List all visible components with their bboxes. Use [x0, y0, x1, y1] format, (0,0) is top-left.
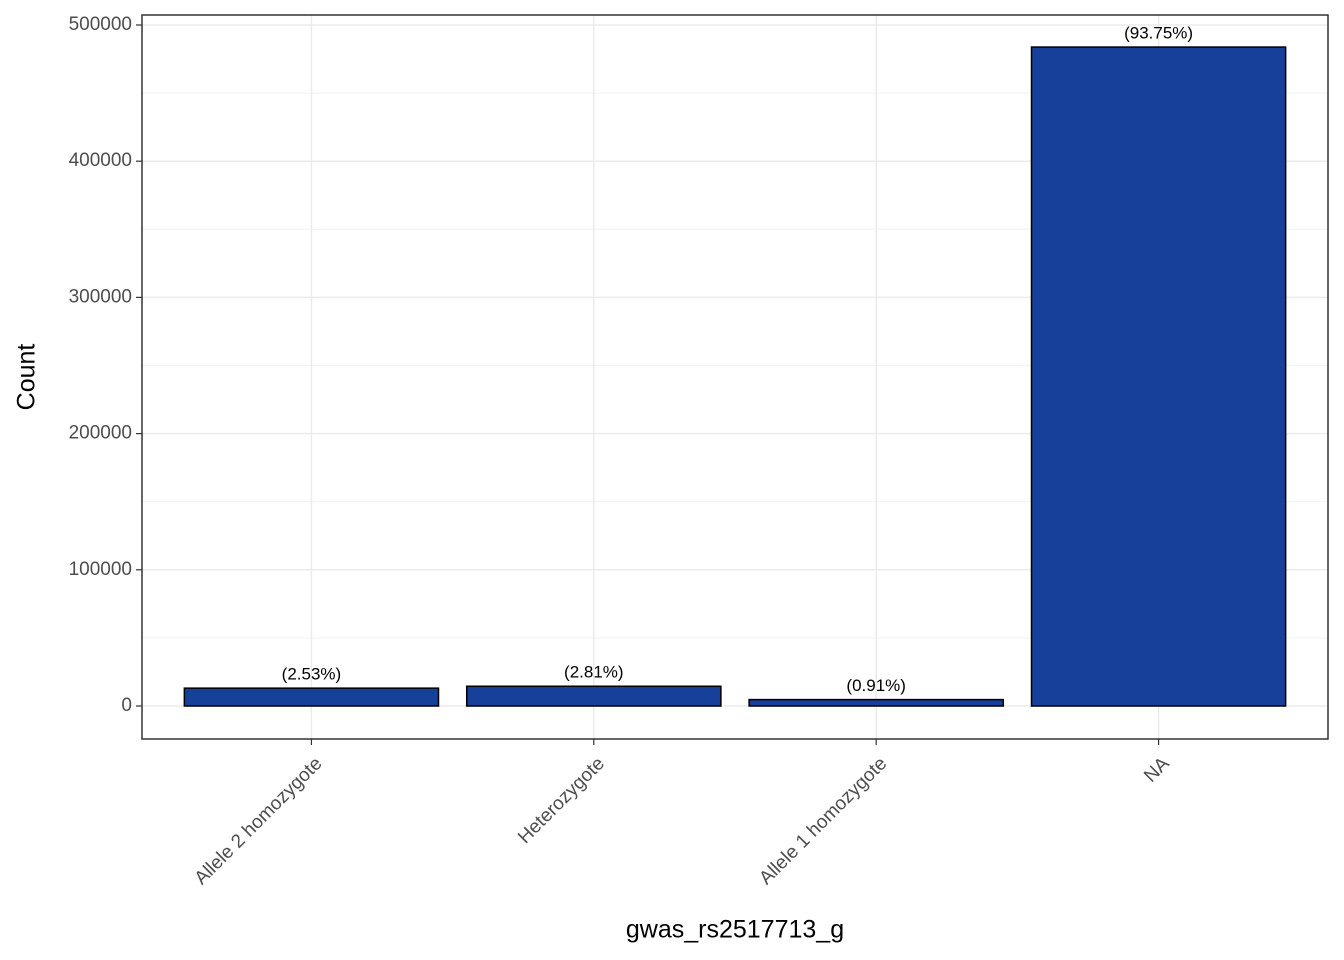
y-tick-label: 200000: [69, 423, 132, 444]
y-tick-label: 100000: [69, 559, 132, 580]
y-tick-label: 300000: [69, 286, 132, 307]
bar: [183, 687, 440, 707]
bar-annotation: (2.81%): [564, 663, 624, 682]
plot-border: [141, 14, 1329, 740]
bar: [1030, 46, 1287, 707]
x-tick-label: Heterozygote: [514, 753, 609, 848]
x-tick-label: Allele 2 homozygote: [191, 753, 327, 889]
y-tick-label: 400000: [69, 150, 132, 171]
y-axis-title: Count: [13, 344, 41, 411]
bar-annotation: (93.75%): [1124, 24, 1193, 43]
y-tick-label: 0: [121, 695, 132, 716]
bar: [465, 685, 722, 707]
bar: [748, 698, 1005, 707]
x-tick-label: NA: [1140, 753, 1174, 787]
bar-annotation: (0.91%): [846, 676, 906, 695]
y-tick-label: 500000: [69, 14, 132, 35]
x-axis-title: gwas_rs2517713_g: [626, 916, 844, 944]
bar-annotation: (2.53%): [282, 665, 342, 684]
x-tick-label: Allele 1 homozygote: [755, 753, 891, 889]
